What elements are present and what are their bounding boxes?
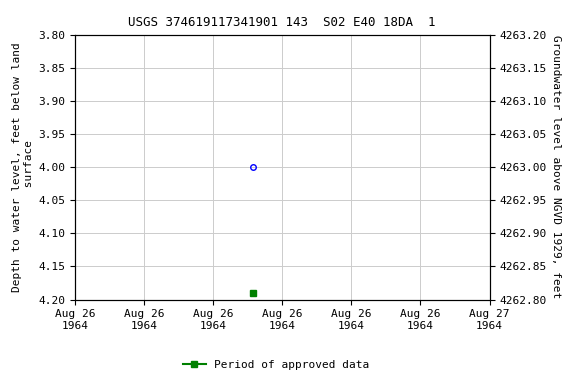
Title: USGS 374619117341901 143  S02 E40 18DA  1: USGS 374619117341901 143 S02 E40 18DA 1 <box>128 16 436 29</box>
Legend: Period of approved data: Period of approved data <box>179 356 374 375</box>
Y-axis label: Groundwater level above NGVD 1929, feet: Groundwater level above NGVD 1929, feet <box>551 35 561 299</box>
Y-axis label: Depth to water level, feet below land
 surface: Depth to water level, feet below land su… <box>13 42 34 292</box>
